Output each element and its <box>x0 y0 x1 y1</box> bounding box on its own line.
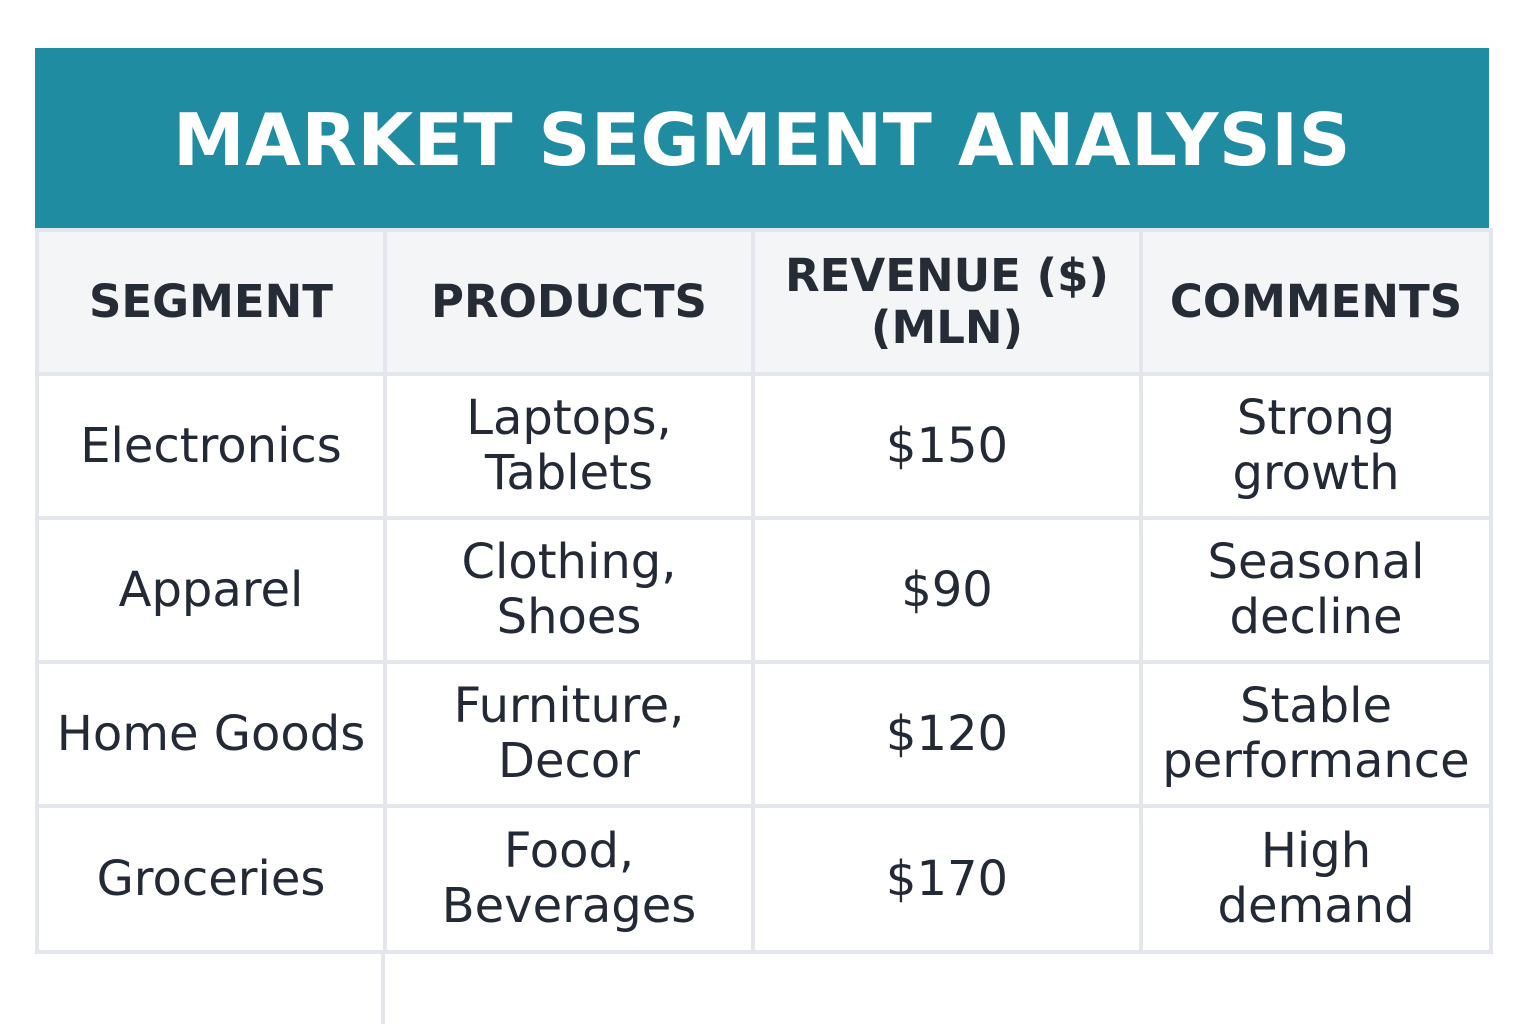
cell-products-line1: Clothing, <box>461 534 677 590</box>
cell-revenue: $120 <box>751 660 1143 808</box>
cell-products: Clothing, Shoes <box>383 516 755 664</box>
table-header-row: SEGMENT PRODUCTS REVENUE ($) (MLN) COMME… <box>35 228 1493 376</box>
cell-products-line1: Laptops, <box>466 390 672 446</box>
segment-table: SEGMENT PRODUCTS REVENUE ($) (MLN) COMME… <box>35 228 1493 954</box>
cell-comments: Stable performance <box>1139 660 1493 808</box>
table-row: Home Goods Furniture, Decor $120 Stable … <box>35 660 1493 808</box>
header-revenue-line1: REVENUE ($) <box>784 249 1109 302</box>
column-divider-tail <box>381 952 385 1024</box>
cell-comments-line2: performance <box>1162 733 1470 789</box>
cell-products-line2: Tablets <box>485 445 653 501</box>
cell-products: Laptops, Tablets <box>383 372 755 520</box>
cell-products-line2: Decor <box>498 733 640 789</box>
cell-products-line2: Shoes <box>496 589 642 645</box>
cell-products-line2: Beverages <box>441 878 697 934</box>
cell-comments: Strong growth <box>1139 372 1493 520</box>
cell-comments: High demand <box>1139 804 1493 954</box>
page-title: MARKET SEGMENT ANALYSIS <box>173 98 1351 182</box>
cell-comments-line1: Strong <box>1236 390 1396 446</box>
title-banner: MARKET SEGMENT ANALYSIS <box>35 48 1489 228</box>
cell-comments-line2: decline <box>1229 589 1403 645</box>
table-row: Electronics Laptops, Tablets $150 Strong… <box>35 372 1493 520</box>
cell-comments-line2: growth <box>1232 445 1400 501</box>
table-row: Groceries Food, Beverages $170 High dema… <box>35 804 1493 954</box>
header-segment: SEGMENT <box>35 228 387 376</box>
cell-segment: Home Goods <box>35 660 387 808</box>
cell-comments-line1: Seasonal <box>1207 534 1425 590</box>
header-comments: COMMENTS <box>1139 228 1493 376</box>
cell-segment: Electronics <box>35 372 387 520</box>
cell-revenue: $170 <box>751 804 1143 954</box>
cell-products-line1: Food, <box>503 823 635 879</box>
cell-products: Food, Beverages <box>383 804 755 954</box>
cell-revenue: $150 <box>751 372 1143 520</box>
header-revenue-line2: (MLN) <box>870 301 1024 354</box>
header-revenue: REVENUE ($) (MLN) <box>751 228 1143 376</box>
cell-comments: Seasonal decline <box>1139 516 1493 664</box>
cell-segment: Apparel <box>35 516 387 664</box>
cell-comments-line2: demand <box>1217 878 1415 934</box>
cell-comments-line1: High <box>1260 823 1372 879</box>
header-products: PRODUCTS <box>383 228 755 376</box>
cell-segment: Groceries <box>35 804 387 954</box>
cell-revenue: $90 <box>751 516 1143 664</box>
table-row: Apparel Clothing, Shoes $90 Seasonal dec… <box>35 516 1493 664</box>
cell-products: Furniture, Decor <box>383 660 755 808</box>
cell-products-line1: Furniture, <box>453 678 685 734</box>
cell-comments-line1: Stable <box>1239 678 1393 734</box>
